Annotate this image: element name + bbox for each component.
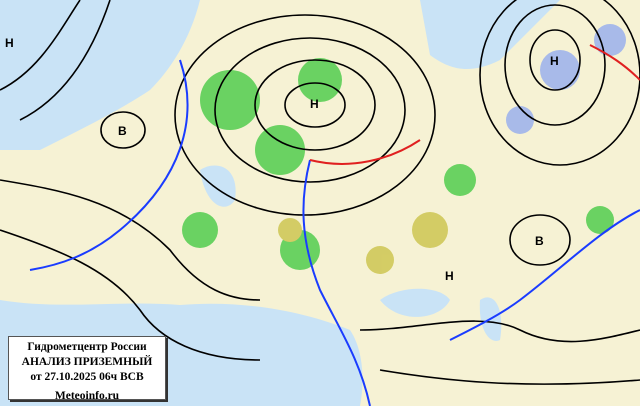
organization-name: Гидрометцентр России: [27, 341, 147, 353]
valid-time: от 27.10.2025 06ч ВСВ: [30, 371, 144, 383]
map-info-box: Гидрометцентр России АНАЛИЗ ПРИЗЕМНЫЙ от…: [8, 336, 166, 402]
warm-fronts: [309, 44, 640, 165]
low-pressure-center: Н: [310, 97, 319, 111]
product-title: АНАЛИЗ ПРИЗЕМНЫЙ: [21, 356, 153, 368]
cold-fronts: [29, 59, 640, 406]
low-pressure-center: Н: [445, 269, 454, 283]
low-pressure-center: Н: [5, 36, 14, 50]
isobars: [0, 0, 640, 385]
high-pressure-center: В: [118, 124, 127, 138]
pressure-center-labels: Н В Н Н В Н: [5, 36, 559, 283]
low-pressure-center: Н: [550, 54, 559, 68]
website-link[interactable]: Meteoinfo.ru: [54, 390, 120, 402]
high-pressure-center: В: [535, 234, 544, 248]
